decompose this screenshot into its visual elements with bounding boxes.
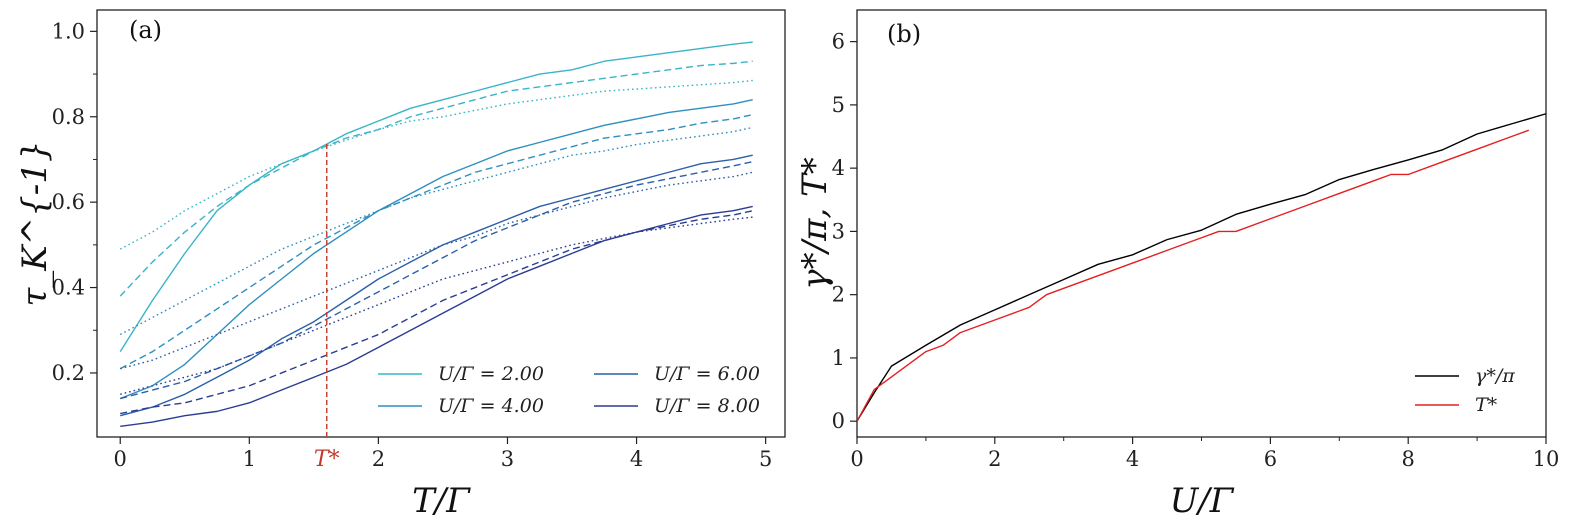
series-line-u-4-00-dotted bbox=[119, 126, 753, 336]
x-tick-label: 0 bbox=[850, 447, 863, 471]
panel-b: 0 2 4 6 8 10 0 1 2 3 4 5 6 (b) U/Γ γ*/π, T* γ*/π T* bbox=[795, 9, 1560, 521]
y-tick-label: 3 bbox=[832, 219, 845, 243]
panel-b-ylabel: γ*/π, T* bbox=[795, 157, 835, 289]
series-line-u-2-00-dotted bbox=[119, 79, 753, 250]
y-tick-label: 6 bbox=[832, 30, 845, 54]
legend-label: U/Γ = 2.00 bbox=[438, 363, 544, 385]
panel-b-series-group bbox=[856, 113, 1547, 422]
y-tick-label: 0.4 bbox=[52, 276, 85, 300]
y-tick-label: 5 bbox=[832, 93, 845, 117]
panel-a-label: (a) bbox=[129, 16, 162, 44]
panel-b-xlabel: U/Γ bbox=[1170, 481, 1235, 521]
panel-b-legend: γ*/π T* bbox=[1415, 365, 1515, 416]
series-line-u-4-00 bbox=[119, 98, 753, 400]
x-tick-label: 1 bbox=[243, 447, 256, 471]
series-line-u-8-00 bbox=[120, 205, 753, 428]
x-tick-label: 6 bbox=[1264, 447, 1277, 471]
y-tick-label: 4 bbox=[832, 156, 845, 180]
legend-label: T* bbox=[1475, 394, 1498, 416]
panel-a-ylabel: τ_K^{-1} bbox=[15, 140, 55, 306]
x-tick-label: 5 bbox=[759, 447, 772, 471]
panel-b-frame bbox=[856, 9, 1547, 438]
y-tick-label: 1 bbox=[832, 346, 845, 370]
x-tick-label: 2 bbox=[372, 447, 385, 471]
y-tick-label: 0.8 bbox=[52, 105, 85, 129]
x-tick-label: 0 bbox=[114, 447, 127, 471]
series-line-u-2-00-dashed bbox=[119, 60, 753, 297]
panel-a-xlabel: T/Γ bbox=[412, 481, 471, 521]
y-tick-label: 2 bbox=[832, 283, 845, 307]
series-line-t bbox=[856, 129, 1530, 422]
series-line-u-4-00-dashed bbox=[119, 113, 753, 370]
panel-a-legend: U/Γ = 2.00 U/Γ = 4.00 U/Γ = 6.00 U/Γ = 8.00 bbox=[378, 363, 760, 417]
y-tick-label: 1.0 bbox=[52, 19, 85, 43]
panel-a-series-group bbox=[119, 41, 753, 437]
series-line-u-6-00-dotted bbox=[120, 171, 753, 370]
y-tick-label: 0.2 bbox=[52, 361, 85, 385]
legend-label: U/Γ = 6.00 bbox=[654, 363, 760, 385]
series-line-u-8-00-dotted bbox=[120, 216, 753, 395]
x-tick-label: 3 bbox=[501, 447, 514, 471]
panel-a-frame bbox=[96, 9, 786, 438]
legend-label: U/Γ = 8.00 bbox=[654, 395, 760, 417]
y-tick-label: 0.6 bbox=[52, 190, 85, 214]
t-star-label: T* bbox=[314, 447, 340, 472]
legend-label: γ*/π bbox=[1475, 365, 1515, 387]
x-tick-label: 2 bbox=[988, 447, 1001, 471]
series-line-u-8-00-dashed bbox=[120, 210, 753, 415]
x-tick-label: 10 bbox=[1533, 447, 1560, 471]
series-line- bbox=[856, 113, 1547, 422]
y-tick-label: 0 bbox=[832, 409, 845, 433]
x-tick-label: 4 bbox=[630, 447, 643, 471]
x-tick-label: 4 bbox=[1126, 447, 1139, 471]
series-line-u-2-00 bbox=[119, 41, 753, 352]
x-tick-label: 8 bbox=[1402, 447, 1415, 471]
panel-b-label: (b) bbox=[887, 20, 921, 48]
legend-label: U/Γ = 4.00 bbox=[438, 395, 544, 417]
panel-a: 0 1 2 3 4 5 0.2 0.4 0.6 0.8 1.0 T* (a) T/Γ τ_K^{-1}… bbox=[15, 9, 786, 521]
